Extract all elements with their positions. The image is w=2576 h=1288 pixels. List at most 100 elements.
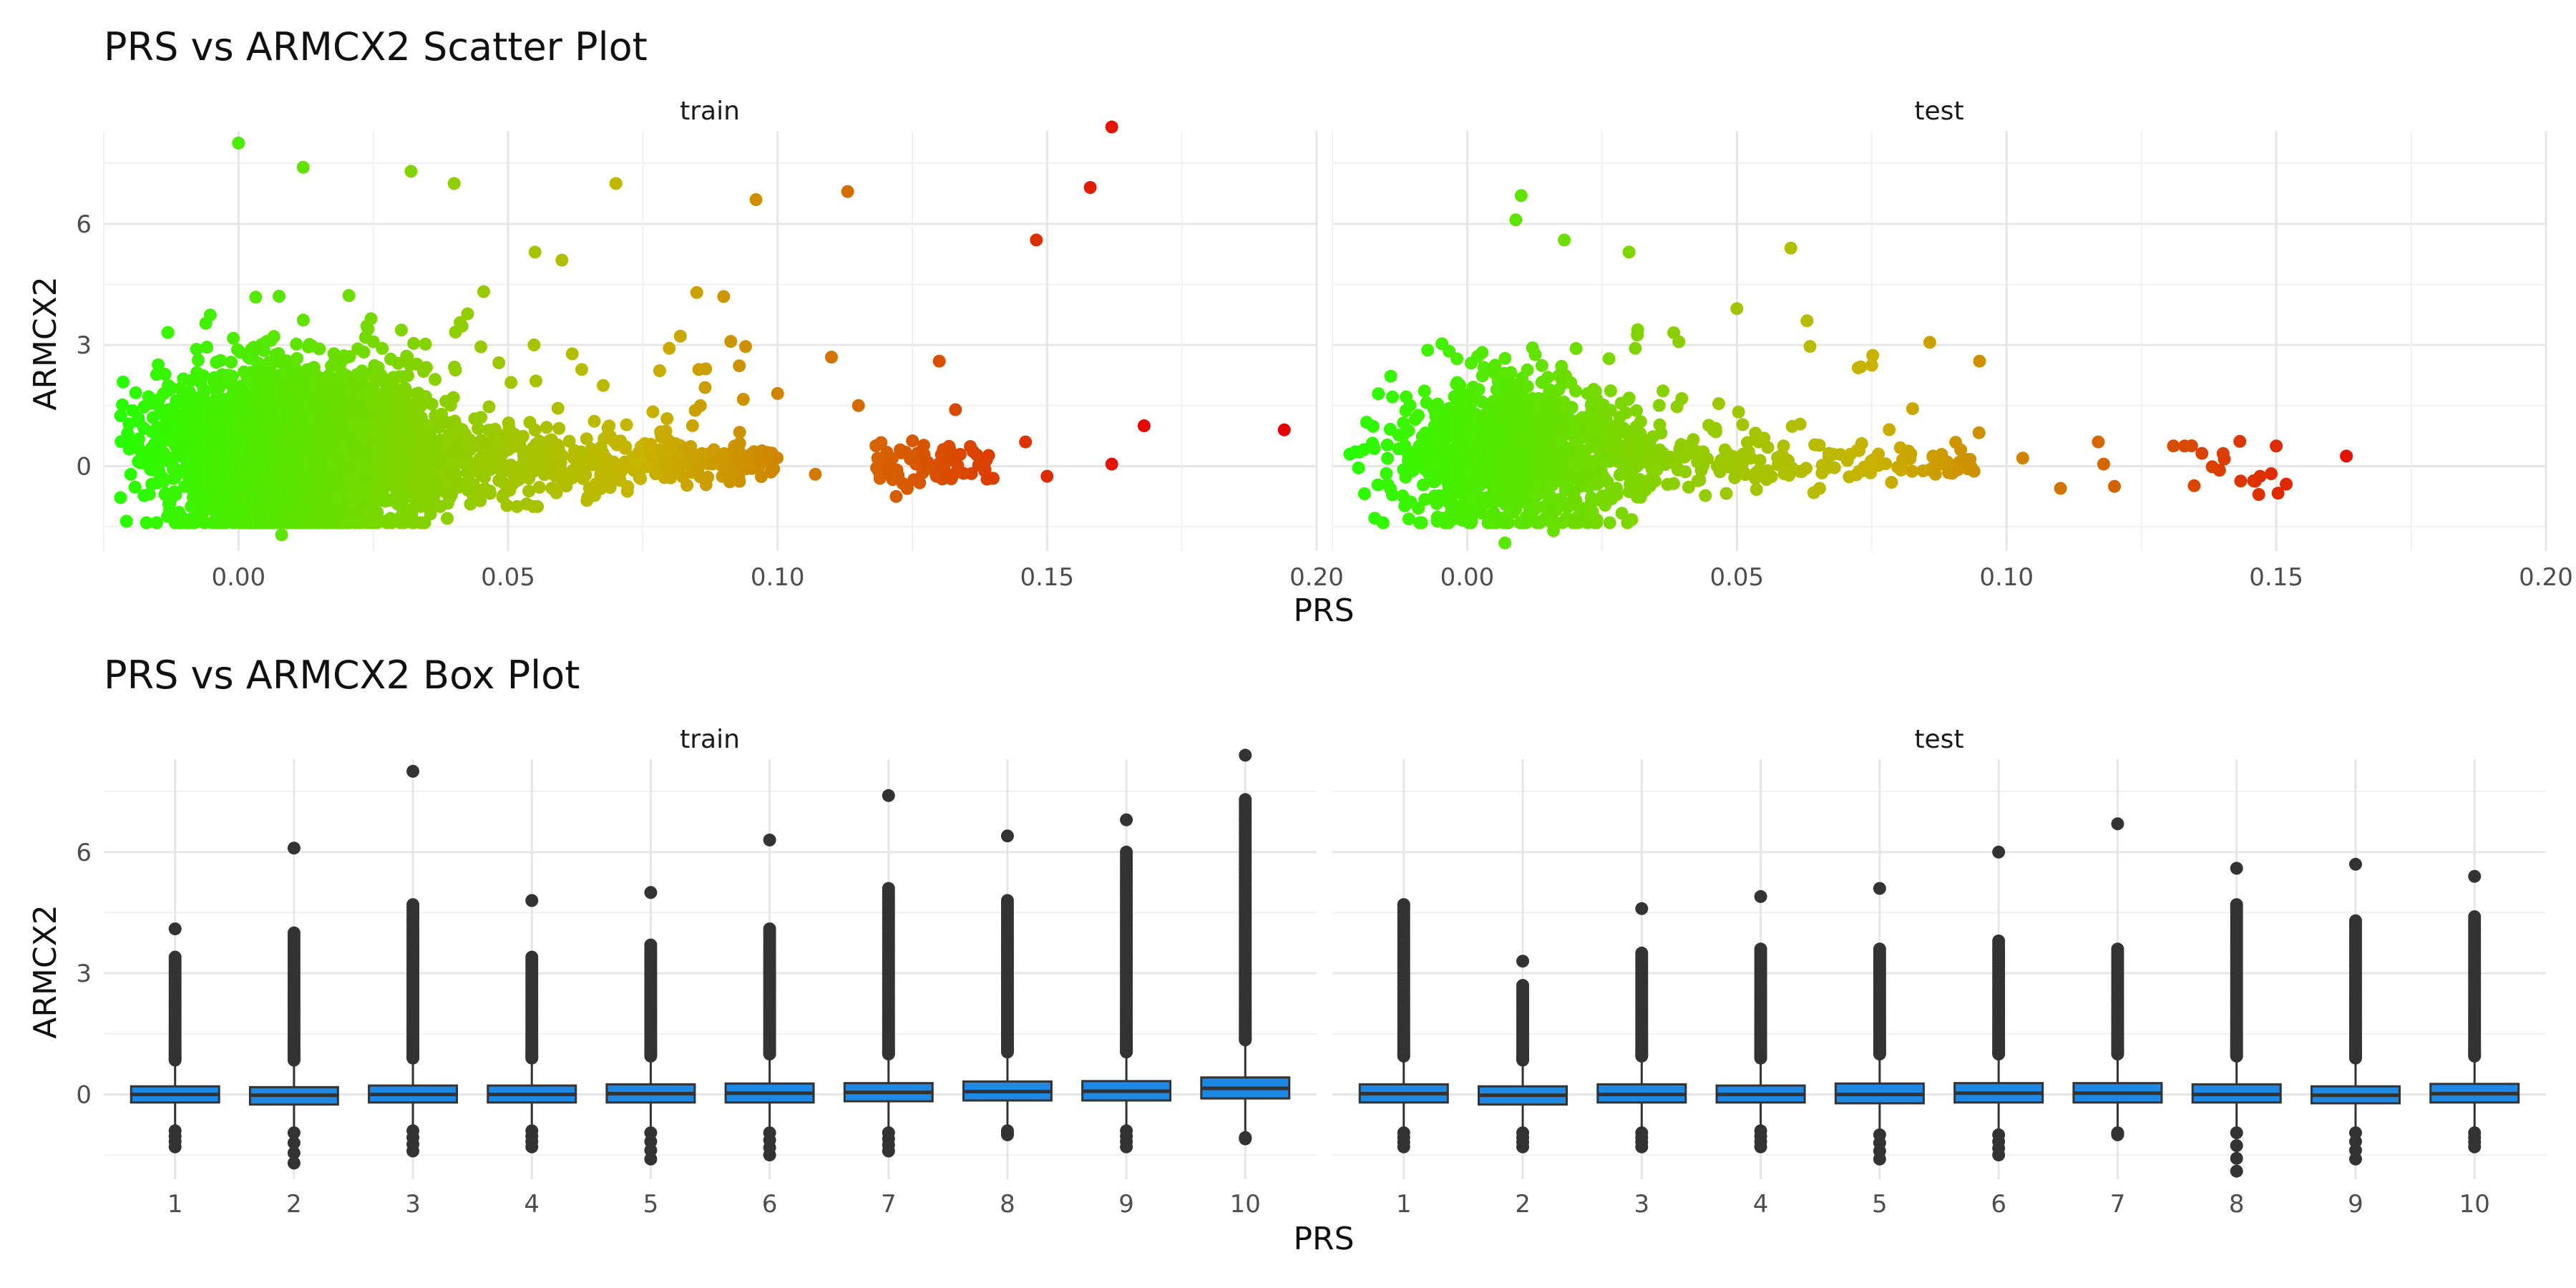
scatter-point [510, 499, 524, 513]
scatter-point [1517, 406, 1531, 419]
scatter-point [335, 366, 348, 379]
scatter-point [355, 389, 369, 402]
scatter-point [561, 469, 575, 483]
scatter-point [580, 432, 593, 446]
scatter-point [140, 516, 153, 530]
scatter-point [401, 434, 414, 447]
scatter-point [371, 426, 384, 439]
scatter-point [253, 499, 266, 512]
scatter-point [207, 471, 220, 484]
scatter-point [444, 447, 458, 460]
scatter-point [609, 177, 623, 190]
scatter-point [1468, 472, 1481, 486]
scatter-point [1661, 478, 1674, 491]
scatter-point [1450, 377, 1463, 391]
scatter-point [1438, 419, 1452, 432]
scatter-point [416, 365, 430, 379]
scatter-point [200, 341, 214, 354]
scatter-point [150, 516, 163, 530]
scatter-point [1568, 471, 1581, 484]
scatter-point [1501, 516, 1515, 530]
scatter-point [1396, 429, 1410, 442]
scatter-point [464, 483, 477, 497]
scatter-point [1516, 371, 1529, 385]
scatter-point [632, 446, 645, 459]
scatter-point [158, 368, 172, 381]
scatter-point [411, 386, 425, 400]
scatter-point [263, 502, 276, 515]
scatter-point [1568, 493, 1581, 507]
scatter-point [174, 381, 187, 395]
scatter-point [1546, 462, 1560, 476]
scatter-point [1581, 469, 1594, 482]
scatter-point [555, 253, 569, 267]
scatter-point [116, 398, 130, 411]
scatter-point [726, 464, 739, 478]
scatter-point [145, 396, 158, 410]
scatter-point [482, 424, 495, 437]
scatter-point [1040, 469, 1054, 483]
scatter-point [1445, 502, 1458, 515]
scatter-point [410, 479, 424, 493]
scatter-point [425, 397, 439, 411]
scatter-point [505, 441, 518, 454]
scatter-point [707, 443, 721, 457]
scatter-point [889, 489, 903, 503]
scatter-point [575, 363, 588, 376]
scatter-point [1415, 516, 1428, 530]
scatter-point [646, 405, 660, 419]
scatter-point [448, 361, 462, 374]
scatter-point [382, 423, 396, 436]
scatter-point [264, 333, 278, 347]
scatter-point [376, 341, 389, 355]
scatter-point [304, 479, 318, 492]
scatter-point [565, 347, 579, 361]
scatter-point [289, 425, 303, 439]
scatter-point [464, 497, 477, 511]
scatter-point [1472, 383, 1485, 396]
scatter-point [396, 370, 410, 384]
scatter-point [550, 486, 563, 499]
scatter-point [419, 337, 432, 351]
scatter-point [242, 495, 255, 509]
scatter-point [1547, 411, 1561, 425]
scatter-point [1528, 348, 1542, 361]
scatter-point [114, 491, 127, 504]
scatter-point [199, 463, 213, 477]
scatter-point [1604, 384, 1617, 398]
scatter-point [621, 480, 635, 493]
scatter-point [461, 307, 474, 321]
scatter-point [353, 378, 366, 391]
scatter-point [1460, 497, 1474, 511]
scatter-point [208, 482, 222, 496]
scatter-point [294, 411, 308, 424]
scatter-point [201, 397, 215, 411]
scatter-point [364, 312, 378, 326]
scatter-point [733, 445, 746, 459]
scatter-point [274, 514, 288, 528]
scatter-point [152, 358, 165, 371]
scatter-point [342, 289, 356, 302]
scatter-point [184, 374, 197, 387]
scatter-point [1433, 452, 1446, 466]
scatter-point [673, 329, 687, 343]
scatter-point [597, 379, 610, 392]
scatter-point [1418, 384, 1431, 398]
scatter-point [1498, 395, 1511, 409]
scatter-point [527, 499, 540, 513]
scatter-title: PRS vs ARMCX2 Scatter Plot [104, 24, 648, 69]
scatter-point [338, 459, 351, 473]
scatter-point [383, 458, 396, 472]
scatter-point [129, 386, 142, 399]
scatter-point [675, 459, 689, 472]
scatter-point [477, 285, 490, 298]
scatter-point [496, 490, 509, 504]
scatter-point [146, 411, 160, 424]
scatter-point [1019, 435, 1033, 449]
scatter-point [290, 337, 303, 351]
scatter-point [344, 409, 358, 423]
scatter-point [1083, 181, 1097, 194]
scatter-point [366, 335, 380, 348]
scatter-point [532, 481, 546, 494]
scatter-point [418, 516, 431, 530]
